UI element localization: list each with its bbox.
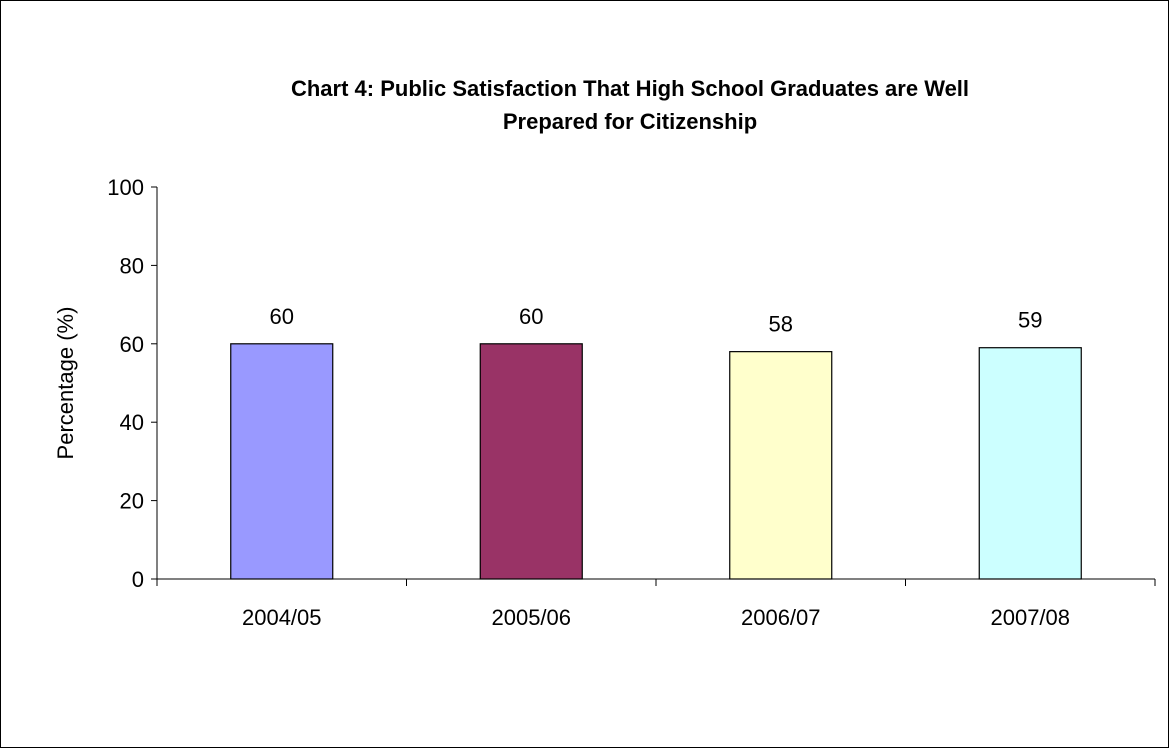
bar <box>479 343 583 580</box>
labels: 60 2004/05 60 2005/06 58 2006/07 59 2007/08 <box>242 304 1070 630</box>
y-tick-label: 20 <box>120 489 144 514</box>
y-tick-label: 80 <box>120 253 144 278</box>
x-tick-label: 2007/08 <box>990 605 1070 630</box>
data-label: 59 <box>1018 308 1042 333</box>
x-tick-label: 2006/07 <box>741 605 821 630</box>
x-tick-label: 2005/06 <box>491 605 571 630</box>
y-tick-label: 60 <box>120 332 144 357</box>
bars <box>230 343 1082 580</box>
bar <box>978 347 1082 580</box>
y-tick-label: 0 <box>132 567 144 592</box>
chart-title: Chart 4: Public Satisfaction That High S… <box>290 76 970 134</box>
data-label: 60 <box>519 304 543 329</box>
y-tick-label: 100 <box>107 175 144 200</box>
bar <box>230 343 334 580</box>
bar <box>729 351 833 580</box>
x-tick-label: 2004/05 <box>242 605 322 630</box>
y-tick-label: 40 <box>120 410 144 435</box>
data-label: 58 <box>769 312 793 337</box>
data-label: 60 <box>270 304 294 329</box>
